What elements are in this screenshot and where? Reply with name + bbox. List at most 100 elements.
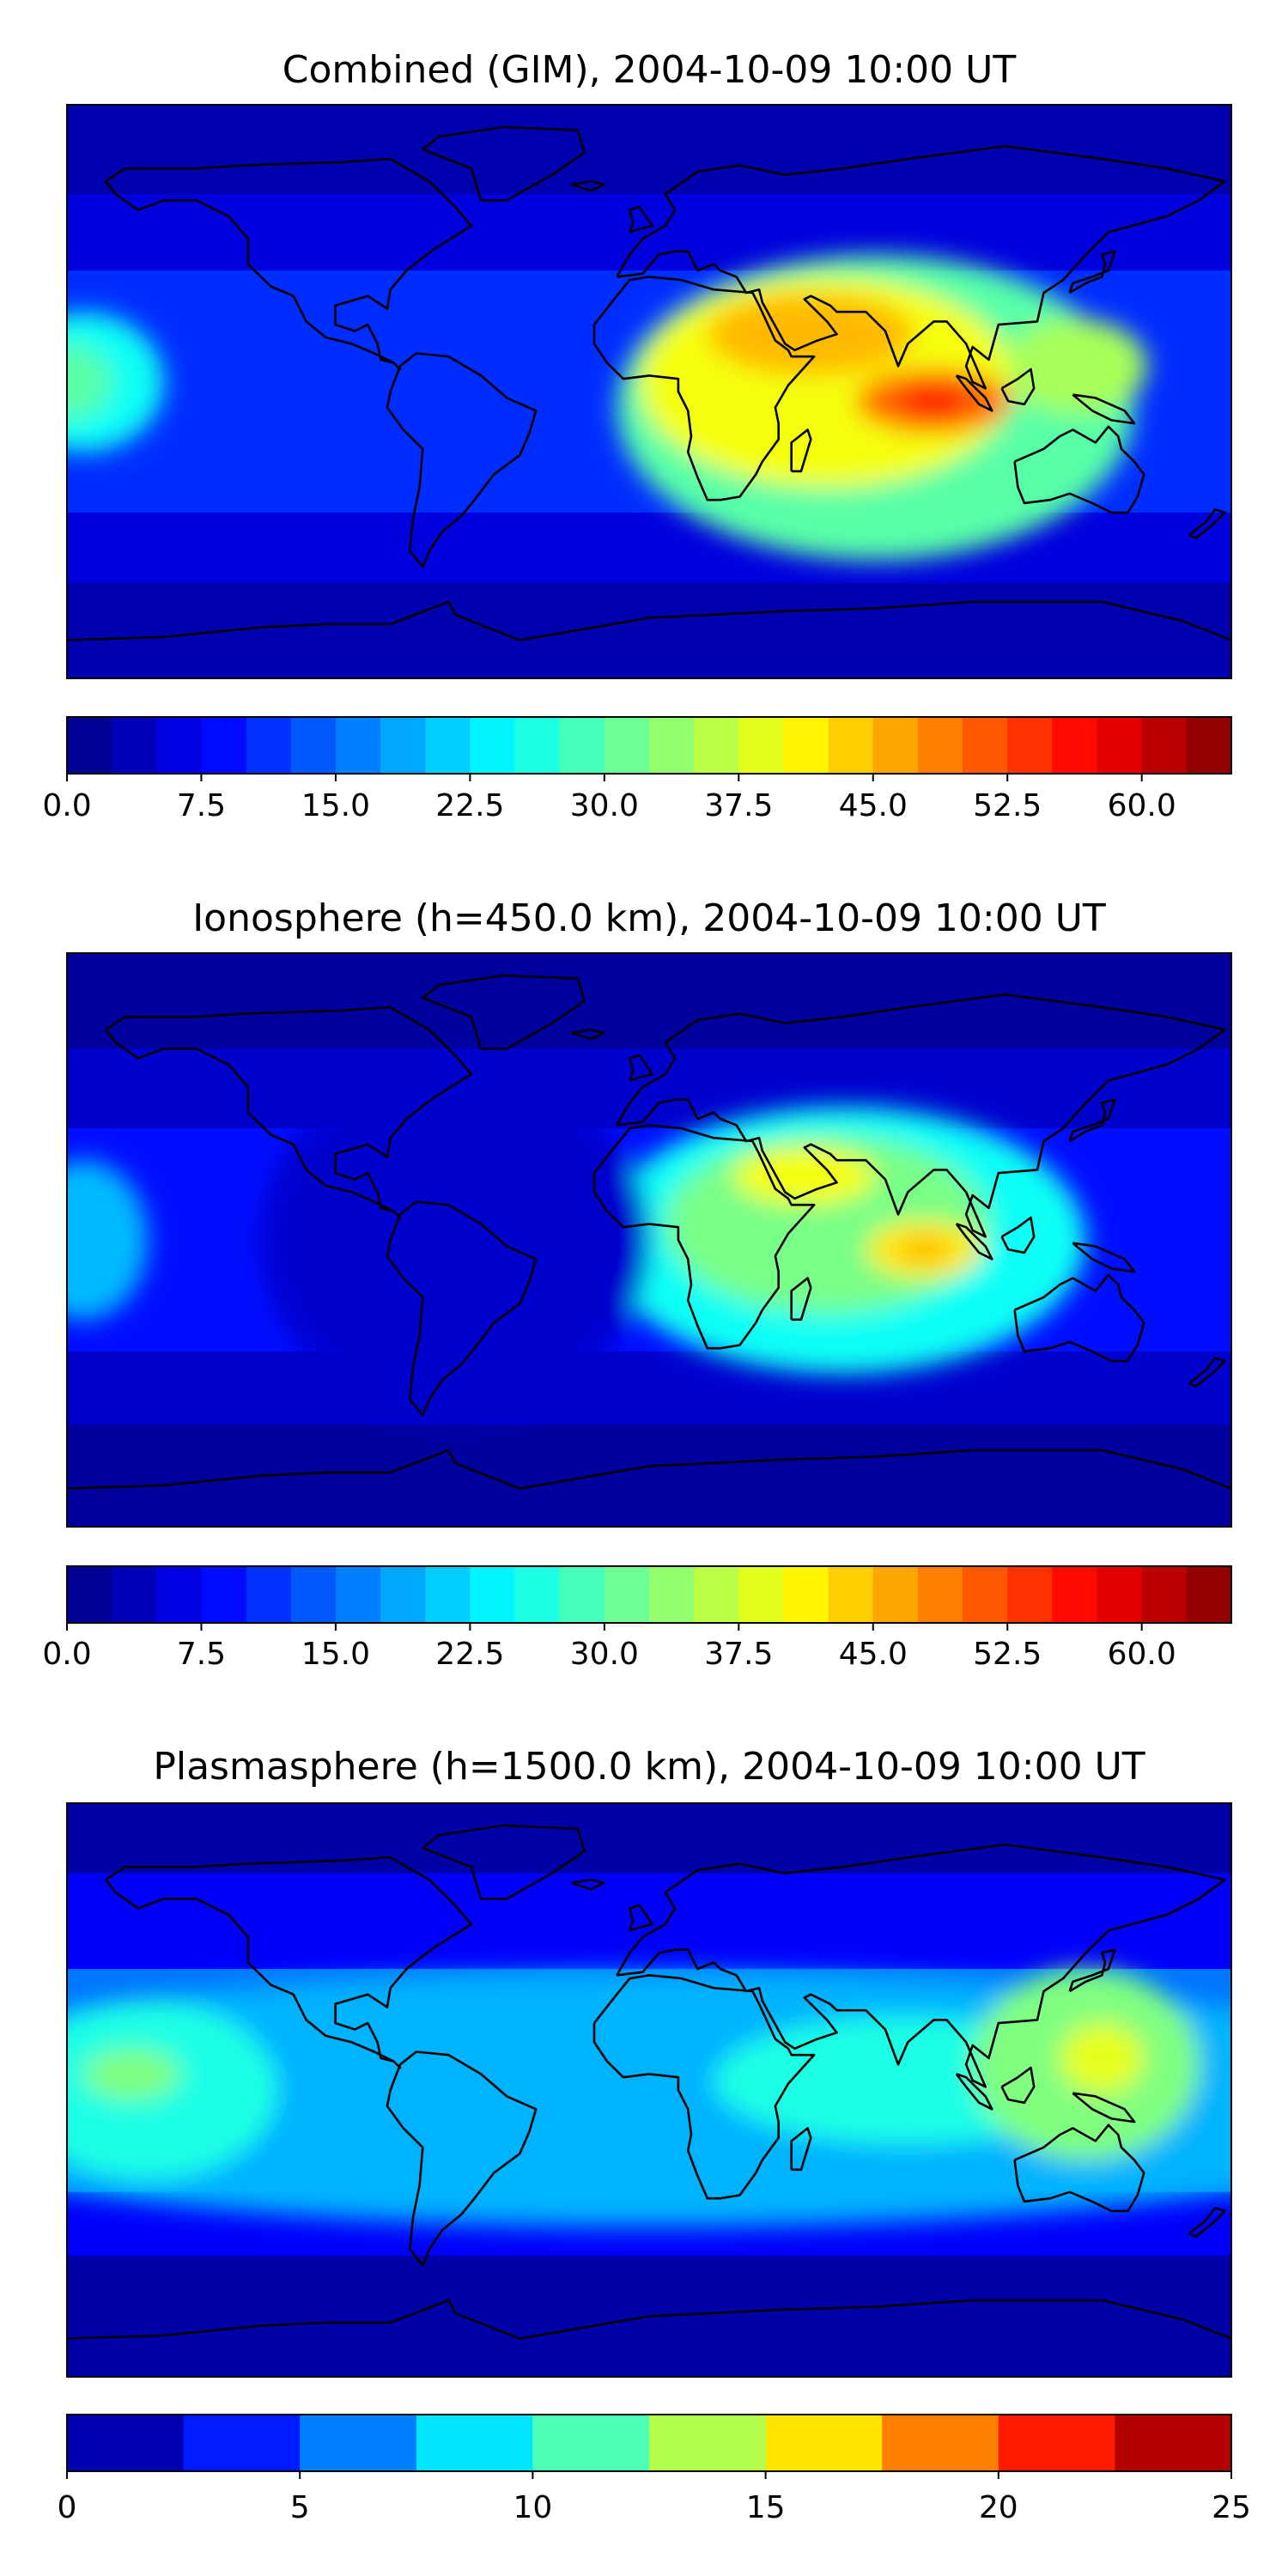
map-plasmasphere	[67, 1803, 1231, 2377]
colorbar-swatch	[1052, 717, 1098, 774]
colorbar-swatch	[1097, 717, 1143, 774]
coastline	[67, 1449, 1231, 1490]
colorbar-tick-label: 7.5	[177, 788, 226, 823]
coastline	[386, 2050, 538, 2267]
colorbar-tick-label: 45.0	[839, 788, 908, 823]
coastline	[386, 1200, 538, 1417]
tec-field	[67, 953, 1231, 1527]
colorbar-swatch	[1115, 2415, 1232, 2471]
colorbar-swatch	[559, 1566, 605, 1623]
coastline	[592, 1974, 816, 2200]
map-frame	[66, 104, 1232, 679]
colorbar-tick-label: 15	[746, 2490, 786, 2525]
tec-contour	[261, 1064, 649, 1416]
colorbar-swatch	[783, 1566, 829, 1623]
colorbar-swatch	[963, 717, 1008, 774]
colorbar-swatch	[67, 717, 112, 774]
colorbar-plasmasphere: 0 5 10 15 20 25	[58, 2414, 1251, 2525]
coastline	[955, 374, 993, 412]
coastline	[1188, 1357, 1226, 1388]
colorbar-swatch	[917, 717, 963, 774]
coastline	[105, 1005, 473, 1219]
colorbar-swatch	[380, 717, 426, 774]
colorbar-swatch	[425, 717, 471, 774]
coastline	[1068, 250, 1116, 295]
colorbar-tick-label: 22.5	[435, 788, 504, 823]
coastline	[1000, 1216, 1036, 1255]
colorbar-frame	[66, 716, 1232, 775]
colorbar-tick-label: 20	[979, 2490, 1018, 2525]
tec-contour	[67, 343, 112, 421]
coastline	[67, 2299, 1231, 2340]
map-ionosphere	[67, 953, 1231, 1527]
colorbar-swatch	[604, 717, 650, 774]
colorbar-swatch	[112, 717, 157, 774]
tec-contour	[1060, 2023, 1145, 2093]
colorbar-frame	[66, 2414, 1232, 2472]
coastline	[629, 1904, 654, 1932]
coastline	[790, 1277, 812, 1321]
tec-contour	[898, 385, 969, 417]
colorbar-swatch	[514, 1566, 561, 1623]
colorbar-tick-label: 60.0	[1108, 788, 1176, 823]
colorbar-swatch	[470, 717, 516, 774]
colorbar-swatch	[872, 1566, 919, 1623]
colorbar-swatch	[470, 1566, 516, 1623]
colorbar-swatch	[201, 1566, 247, 1623]
colorbar-swatch	[156, 717, 203, 774]
coastline	[571, 1028, 605, 1041]
panel-ionosphere: Ionosphere (h=450.0 km), 2004-10-09 10:0…	[42, 896, 1232, 1672]
colorbar-frame	[66, 1565, 1232, 1624]
coastline	[422, 974, 586, 1050]
colorbar-swatch	[380, 1566, 426, 1623]
tec-blobs	[67, 1064, 1086, 1416]
colorbar-swatch	[290, 1566, 337, 1623]
colorbar-swatch	[335, 717, 381, 774]
coastline	[1013, 425, 1145, 514]
coastline	[1013, 2123, 1145, 2213]
latitude-band	[67, 193, 1231, 271]
colorbar-tick-label: 0	[58, 2490, 77, 2525]
colorbar-tick-label: 0.0	[42, 1637, 91, 1672]
coastline	[592, 276, 816, 501]
map-combined	[67, 105, 1231, 678]
coastline	[1000, 2066, 1036, 2105]
colorbar-swatch	[694, 1566, 739, 1623]
colorbar-tick-label: 0.0	[42, 788, 91, 823]
colorbar-swatch	[532, 2415, 650, 2471]
colorbar-swatch	[246, 1566, 292, 1623]
colorbar-tick-label: 10	[513, 2490, 552, 2525]
colorbar-swatch	[183, 2415, 301, 2471]
colorbar-tick-label: 52.5	[973, 1637, 1042, 1672]
colorbar-combined: 0.0 7.5 15.0 22.5 30.0 37.5 45.0 52.5 60.0	[42, 716, 1232, 823]
tec-contour	[67, 2001, 277, 2179]
colorbar-swatch	[1141, 1566, 1188, 1623]
colorbar-swatch	[694, 717, 739, 774]
colorbar-swatch	[783, 717, 829, 774]
colorbar-swatch	[1007, 717, 1053, 774]
colorbar-swatch	[917, 1566, 963, 1623]
coastline	[629, 205, 654, 234]
latitude-band	[67, 105, 1231, 195]
coastline	[1068, 1948, 1116, 1993]
colorbar-swatch	[998, 2415, 1115, 2471]
latitude-band	[67, 1351, 1231, 1426]
colorbar-tick-label: 15.0	[301, 1637, 370, 1672]
colorbar-swatch	[1141, 717, 1188, 774]
coastline	[790, 2127, 812, 2172]
coastline	[1000, 368, 1036, 406]
colorbar-swatch	[335, 1566, 381, 1623]
colorbar-tick-label: 60.0	[1108, 1637, 1176, 1672]
coastlines	[67, 1824, 1231, 2340]
tec-blobs	[67, 1968, 1231, 2227]
tec-contour	[1005, 318, 1148, 414]
colorbar-swatch	[201, 717, 247, 774]
panel-title: Plasmasphere (h=1500.0 km), 2004-10-09 1…	[153, 1745, 1145, 1789]
coastline	[105, 157, 473, 371]
tec-field	[67, 1803, 1231, 2377]
latitude-band	[67, 1048, 1231, 1130]
colorbar-tick-label: 37.5	[704, 1637, 773, 1672]
latitude-band	[67, 582, 1231, 678]
coastline	[422, 1824, 586, 1900]
coastlines	[67, 974, 1231, 1490]
